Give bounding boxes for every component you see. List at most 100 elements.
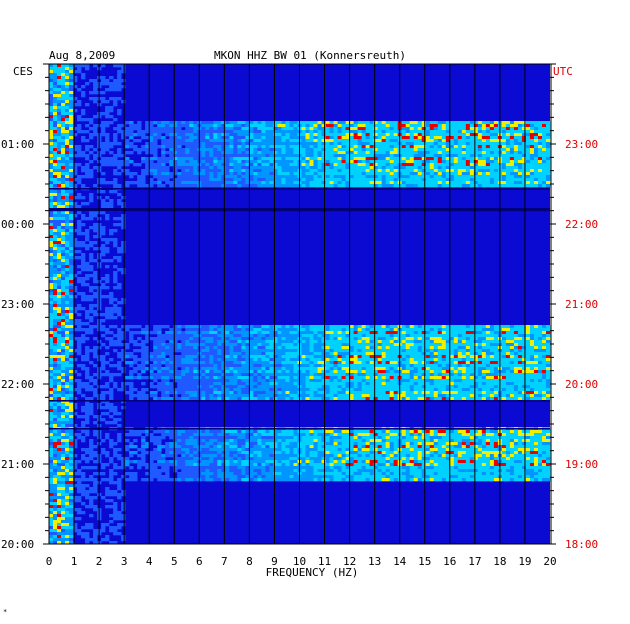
heat-cell [337,139,342,143]
heat-cell [453,154,459,158]
heat-cell [413,148,419,152]
heat-cell [57,280,62,284]
heat-cell [253,160,258,164]
heat-cell [537,355,543,359]
heat-cell [141,328,146,332]
heat-cell [193,364,198,368]
heat-cell [385,136,390,140]
heat-cell [149,364,154,368]
heat-cell [65,169,70,173]
heat-cell [325,133,330,137]
heat-cell [73,76,78,80]
heat-cell [469,121,475,125]
heat-cell [289,346,294,350]
heat-cell [209,157,214,161]
heat-cell [149,121,154,125]
heat-cell [257,142,262,146]
heat-cell [181,142,186,146]
heat-cell [93,97,98,101]
heat-cell [85,313,90,317]
heat-cell [361,361,366,365]
heat-cell [493,136,499,140]
heat-cell [361,154,366,158]
heat-cell [57,148,62,152]
heat-cell [545,121,551,125]
heat-cell [421,355,427,359]
heat-cell [369,124,374,128]
heat-cell [157,334,162,338]
heat-cell [249,130,254,134]
heat-cell [69,310,74,314]
heat-cell [61,109,66,113]
heat-cell [85,64,90,68]
heat-cell [113,349,118,353]
heat-cell [65,91,70,95]
heat-cell [545,325,551,329]
heat-cell [409,346,415,350]
heat-cell [117,73,122,77]
heat-cell [225,145,230,149]
heat-cell [225,121,230,125]
heat-cell [81,112,86,116]
heat-cell [457,121,463,125]
heat-cell [105,241,110,245]
heat-cell [49,124,54,128]
heat-cell [377,364,382,368]
heat-cell [321,346,326,350]
heat-cell [541,340,547,344]
heat-cell [77,346,82,350]
heat-cell [461,157,467,161]
heat-cell [417,352,423,356]
heat-cell [129,133,134,137]
heat-cell [181,184,186,188]
heat-cell [109,145,114,149]
heat-cell [213,172,218,176]
heat-cell [121,67,126,71]
heat-cell [269,334,274,338]
heat-cell [441,367,447,371]
heat-cell [521,340,527,344]
heat-cell [85,124,90,128]
heat-cell [241,166,246,170]
heat-cell [337,346,342,350]
heat-cell [49,331,54,335]
heat-cell [445,343,451,347]
heat-cell [529,121,535,125]
heat-cell [121,70,126,74]
heat-cell [249,175,254,179]
heat-cell [293,169,298,173]
heat-cell [489,157,495,161]
heat-cell [361,340,366,344]
heat-cell [477,343,483,347]
heat-cell [345,361,350,365]
heat-cell [305,124,310,128]
heat-cell [61,268,66,272]
heat-cell [417,364,423,368]
heat-cell [101,202,106,206]
heat-cell [65,337,70,341]
heat-cell [273,121,278,125]
heat-cell [541,139,547,143]
heat-cell [389,337,394,341]
heat-cell [221,349,226,353]
heat-cell [285,145,290,149]
heat-cell [57,343,62,347]
heat-cell [229,364,234,368]
heat-cell [209,334,214,338]
heat-cell [61,130,66,134]
heat-cell [77,100,82,104]
heat-cell [145,352,150,356]
heat-cell [389,328,394,332]
heat-cell [501,163,507,167]
heat-cell [189,340,194,344]
heat-cell [141,175,146,179]
heat-cell [441,184,447,188]
heat-cell [349,169,354,173]
heat-cell [293,166,298,170]
heat-cell [473,343,479,347]
heat-cell [465,358,471,362]
heat-cell [493,178,499,182]
heat-cell [405,163,411,167]
heat-cell [453,343,459,347]
heat-cell [49,280,54,284]
